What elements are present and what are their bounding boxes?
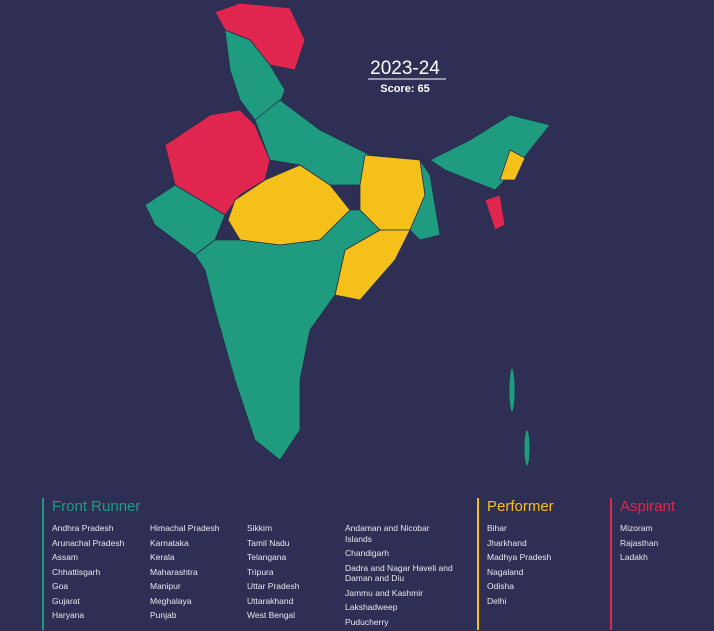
legend-item: Arunachal Pradesh <box>52 537 125 548</box>
legend-column: Himachal Pradesh Karnataka Kerala Maharasht… <box>150 523 247 631</box>
legend-item: Maharashtra <box>150 566 198 577</box>
legend-group: Front Runner Andhra Pradesh Arunachal Prad… <box>42 498 457 630</box>
legend-column: Sikkim Tamil Nadu Telangana Tripura Uttar Pr… <box>247 523 345 631</box>
legend-item: Telangana <box>247 552 287 562</box>
legend-column: Andhra Pradesh Arunachal Pradesh Assam Chha… <box>52 523 150 631</box>
legend-columns: Bihar Jharkhand Madhya Pradesh Nagaland Odis… <box>487 523 597 610</box>
legend-item: Uttarakhand <box>247 595 294 606</box>
legend-title: Aspirant <box>620 498 676 515</box>
region-south <box>194 209 381 461</box>
region-nagaland <box>499 149 526 181</box>
legend-column: Bihar Jharkhand Madhya Pradesh Nagaland Odis… <box>487 523 597 610</box>
legend-item: Ladakh <box>620 552 648 562</box>
legend-columns: Mizoram Rajasthan Ladakh <box>620 523 710 567</box>
legend-columns: Andhra Pradesh Arunachal Pradesh Assam Chha… <box>52 523 457 631</box>
legend-item: Jammu and Kashmir <box>345 587 423 598</box>
legend-item: Rajasthan <box>620 537 659 548</box>
legend-item: Mizoram <box>620 523 653 533</box>
legend-title: Performer <box>487 498 554 515</box>
legend-item: Uttar Pradesh <box>247 581 300 591</box>
legend-item: Madhya Pradesh <box>487 552 552 562</box>
legend-item: Jharkhand <box>487 537 527 548</box>
legend-item: Nagaland <box>487 566 524 577</box>
score: Score: 65 <box>380 83 430 95</box>
legend-item: Tamil Nadu <box>247 537 290 548</box>
region-islands <box>508 367 516 413</box>
legend-item: Himachal Pradesh <box>150 523 220 533</box>
legend-column: Mizoram Rajasthan Ladakh <box>620 523 710 567</box>
legend-item: Goa <box>52 581 69 591</box>
legend-item: Karnataka <box>150 537 189 548</box>
region-mizoram <box>484 194 506 231</box>
legend-item: Assam <box>52 552 78 562</box>
legend-title: Front Runner <box>52 498 141 515</box>
legend-item: Haryana <box>52 610 85 620</box>
legend-item: Delhi <box>487 595 507 606</box>
legend-item: Kerala <box>150 552 175 562</box>
region-uttar-pradesh <box>254 99 371 186</box>
legend-item: Sikkim <box>247 523 273 533</box>
legend-item: Odisha <box>487 581 514 591</box>
legend-column: Andaman and Nicobar Islands Chandigarh Dad… <box>345 523 457 631</box>
legend-item: West Bengal <box>247 610 296 620</box>
legend-item: Puducherry <box>345 616 389 627</box>
region-islands <box>523 429 531 467</box>
legend-item: Dadra and Nagar Haveli and Daman and Diu <box>345 562 453 584</box>
legend-item: Manipur <box>150 581 181 591</box>
legend-item: Chhattisgarh <box>52 566 101 577</box>
legend-item: Bihar <box>487 523 507 533</box>
legend-item: Andaman and Nicobar Islands <box>345 523 430 544</box>
legend-item: Lakshadweep <box>345 602 398 612</box>
legend-item: Punjab <box>150 610 177 620</box>
legend-item: Gujarat <box>52 595 80 606</box>
legend-item: Tripura <box>247 566 274 577</box>
legend-group: Performer Bihar Jharkhand Madhya Pradesh Nag… <box>477 498 597 630</box>
region-west-bengal <box>409 159 441 241</box>
map <box>144 2 551 467</box>
legend-group: Aspirant Mizoram Rajasthan Ladakh <box>610 498 710 630</box>
legend-item: Andhra Pradesh <box>52 523 114 533</box>
legend-item: Meghalaya <box>150 595 192 606</box>
legend-item: Chandigarh <box>345 548 389 558</box>
region-northeast <box>429 114 551 191</box>
year: 2023-24 <box>370 58 440 79</box>
